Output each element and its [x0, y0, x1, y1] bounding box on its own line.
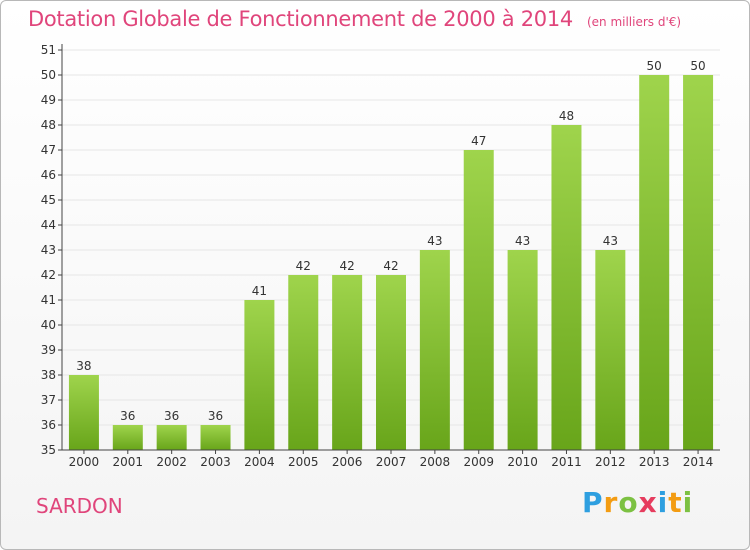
x-tick-label: 2007	[376, 455, 407, 469]
y-tick-label: 51	[41, 43, 56, 57]
logo-letter: x	[638, 486, 658, 519]
bar	[68, 375, 99, 450]
y-tick-label: 35	[41, 443, 56, 457]
x-tick-label: 2011	[551, 455, 582, 469]
x-tick-label: 2004	[244, 455, 275, 469]
y-tick-label: 47	[41, 143, 56, 157]
x-tick-label: 2001	[113, 455, 144, 469]
bar-value-label: 42	[339, 259, 354, 273]
bar-value-label: 47	[471, 134, 486, 148]
chart-title: Dotation Globale de Fonctionnement de 20…	[28, 7, 573, 31]
y-tick-label: 37	[41, 393, 56, 407]
bar	[463, 150, 494, 450]
bar	[112, 425, 143, 450]
bar-value-label: 42	[296, 259, 311, 273]
bar-value-label: 42	[383, 259, 398, 273]
x-tick-label: 2008	[420, 455, 451, 469]
bar-value-label: 36	[208, 409, 223, 423]
y-tick-label: 42	[41, 268, 56, 282]
commune-name: SARDON	[36, 494, 123, 518]
bar-value-label: 50	[690, 59, 705, 73]
bar-value-label: 36	[120, 409, 135, 423]
bar	[332, 275, 363, 450]
logo-letter: i	[657, 486, 669, 519]
x-tick-label: 2003	[200, 455, 231, 469]
y-tick-label: 38	[41, 368, 56, 382]
title-row: Dotation Globale de Fonctionnement de 20…	[28, 7, 681, 31]
x-tick-label: 2000	[69, 455, 100, 469]
bar-value-label: 43	[603, 234, 618, 248]
bar-value-label: 50	[647, 59, 662, 73]
bar	[639, 75, 670, 450]
logo-letter: P	[582, 486, 604, 519]
logo-letter: r	[603, 486, 619, 519]
bar	[376, 275, 406, 450]
bar-value-label: 43	[427, 234, 442, 248]
y-tick-label: 40	[41, 318, 56, 332]
y-tick-label: 49	[41, 93, 56, 107]
bar	[507, 250, 538, 450]
bar	[288, 275, 319, 450]
bar	[419, 250, 450, 450]
y-tick-label: 50	[41, 68, 56, 82]
proxiti-logo: Proxiti	[582, 486, 693, 519]
bar	[595, 250, 626, 450]
y-tick-label: 45	[41, 193, 56, 207]
y-tick-label: 41	[41, 293, 56, 307]
x-tick-label: 2009	[463, 455, 494, 469]
y-tick-label: 46	[41, 168, 56, 182]
x-tick-label: 2012	[595, 455, 626, 469]
bar	[156, 425, 187, 450]
y-tick-label: 39	[41, 343, 56, 357]
bar-value-label: 38	[76, 359, 91, 373]
x-tick-label: 2014	[683, 455, 714, 469]
bar-value-label: 36	[164, 409, 179, 423]
logo-letter: o	[618, 486, 639, 519]
y-tick-label: 36	[41, 418, 56, 432]
logo-letter: t	[668, 486, 683, 519]
bar	[683, 75, 714, 450]
bar-value-label: 48	[559, 109, 574, 123]
chart-subtitle: (en milliers d'€)	[586, 15, 682, 29]
x-tick-label: 2010	[507, 455, 538, 469]
logo-letter: i	[682, 486, 694, 519]
x-tick-label: 2006	[332, 455, 363, 469]
x-tick-label: 2002	[156, 455, 187, 469]
y-tick-label: 43	[41, 243, 56, 257]
bar	[244, 300, 275, 450]
y-tick-label: 48	[41, 118, 56, 132]
x-tick-label: 2013	[639, 455, 670, 469]
bar-value-label: 43	[515, 234, 530, 248]
bar-value-label: 41	[252, 284, 267, 298]
bar	[200, 425, 231, 450]
bar	[551, 125, 582, 450]
x-tick-label: 2005	[288, 455, 319, 469]
y-tick-label: 44	[41, 218, 56, 232]
